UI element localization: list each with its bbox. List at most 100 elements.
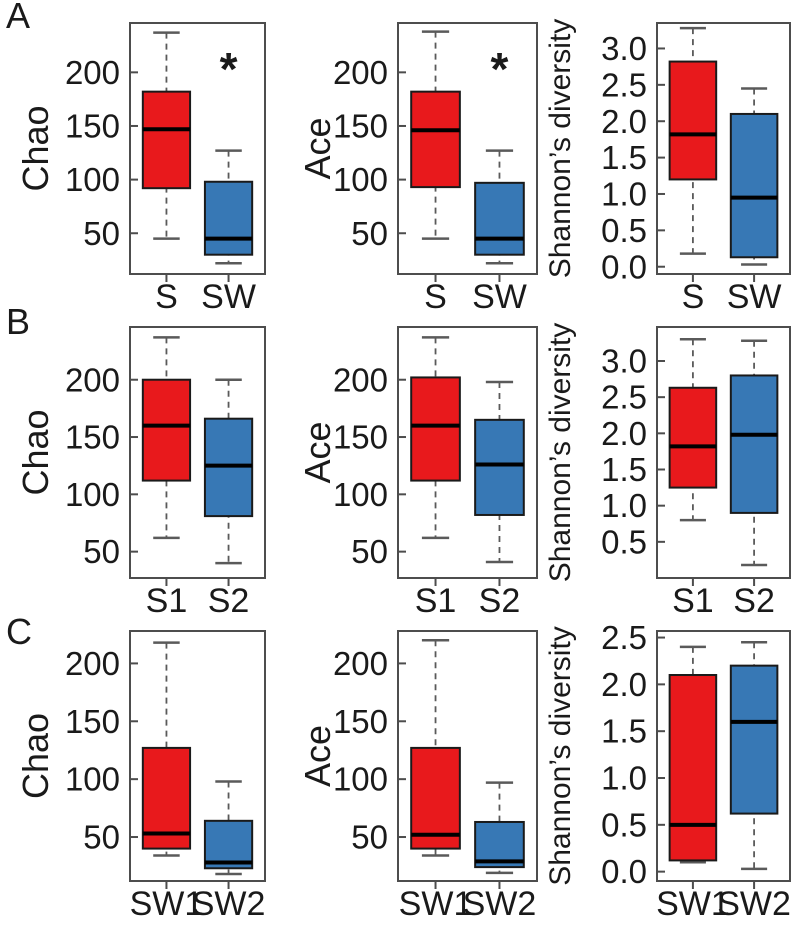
y-tick-label: 200 <box>65 54 120 91</box>
y-tick-label: 100 <box>65 161 120 198</box>
box-s2 <box>729 374 779 514</box>
y-tick-label: 2.5 <box>601 619 647 656</box>
panel-label-a: A <box>6 0 31 36</box>
plot-frame <box>129 326 266 579</box>
y-tick-label: 2.5 <box>601 66 647 103</box>
panel-label-b: B <box>6 301 31 342</box>
box-sw1 <box>668 674 718 862</box>
x-category-label: SW1 <box>130 885 204 923</box>
y-axis-label: Shannon’s diversity <box>544 626 577 886</box>
boxplot-b-ace: 50 100 150 200 Ace S1 S2 <box>297 326 538 615</box>
x-category-label: S1 <box>415 582 457 615</box>
y-axis-label: Chao <box>15 409 56 495</box>
y-tick-label: 100 <box>333 476 388 513</box>
plot-frame <box>656 22 791 275</box>
y-tick-label: 150 <box>65 419 120 456</box>
boxplot-a-ace: 50 100 150 200 Ace S SW * <box>297 22 538 310</box>
y-tick-label: 50 <box>83 215 120 252</box>
plot-frame <box>656 326 791 579</box>
x-category-label: SW <box>201 278 256 310</box>
y-tick-label: 100 <box>65 476 120 513</box>
y-axis-label: Ace <box>297 117 338 179</box>
x-category-label: S2 <box>733 582 775 615</box>
y-tick-label: 0.5 <box>601 806 647 843</box>
y-tick-label: 1.5 <box>601 713 647 750</box>
box-sw2 <box>203 819 254 870</box>
x-category-label: S1 <box>672 582 714 615</box>
box-sw1 <box>410 746 461 850</box>
y-tick-label: 100 <box>333 761 388 798</box>
box-s2 <box>474 418 525 516</box>
box-s1 <box>668 386 718 489</box>
y-tick-label: 1.5 <box>601 139 647 176</box>
y-tick-label: 50 <box>83 819 120 856</box>
y-tick-label: 100 <box>65 761 120 798</box>
y-tick-label: 150 <box>65 703 120 740</box>
y-tick-label: 1.5 <box>601 451 647 488</box>
y-tick-label: 200 <box>65 645 120 682</box>
box-sw <box>729 112 779 259</box>
y-tick-label: 2.0 <box>601 103 647 140</box>
y-tick-label: 0.5 <box>601 212 647 249</box>
x-category-label: S2 <box>479 582 521 615</box>
boxplot-c-shannon: 0.0 0.5 1.0 1.5 2.0 2.5 Shannon’s diversity SW1… <box>544 619 791 923</box>
y-tick-label: 200 <box>65 361 120 398</box>
y-axis-label: Chao <box>15 105 56 191</box>
plot-frame <box>656 630 791 882</box>
y-axis-label: Ace <box>297 421 338 483</box>
box-sw <box>203 180 254 256</box>
plot-frame <box>397 326 538 579</box>
y-tick-label: 1.0 <box>601 487 647 524</box>
box-s1 <box>410 376 461 482</box>
y-tick-label: 150 <box>65 108 120 145</box>
y-tick-label: 50 <box>351 819 388 856</box>
box-s <box>141 90 192 190</box>
y-tick-label: 3.0 <box>601 343 647 380</box>
x-category-label: SW <box>472 278 527 310</box>
y-tick-label: 3.0 <box>601 30 647 67</box>
plot-frame <box>397 22 538 275</box>
boxplot-a-shannon: 0.00.51.01.52.02.53.0 Shannon’s diversity… <box>544 19 791 310</box>
x-category-label: S <box>682 278 705 310</box>
x-category-label: SW1 <box>399 885 473 923</box>
x-category-label: S <box>424 278 447 310</box>
plot-frame <box>129 22 266 275</box>
y-tick-label: 1.0 <box>601 760 647 797</box>
x-category-label: SW2 <box>717 885 791 923</box>
y-tick-label: 2.5 <box>601 379 647 416</box>
x-category-label: SW2 <box>192 885 266 923</box>
y-axis-label: Ace <box>297 725 338 787</box>
boxplot-b-shannon: 0.51.01.52.02.53.0 Shannon’s diversity S1 S… <box>544 323 791 615</box>
x-category-label: SW <box>727 278 782 310</box>
box-sw <box>474 181 525 256</box>
y-tick-label: 0.5 <box>601 523 647 560</box>
plot-frame <box>397 630 538 882</box>
y-tick-label: 150 <box>333 108 388 145</box>
y-tick-label: 2.0 <box>601 666 647 703</box>
y-tick-label: 0.0 <box>601 853 647 890</box>
y-tick-label: 50 <box>83 533 120 570</box>
panel-label-c: C <box>6 611 32 652</box>
plot-frame <box>129 630 266 882</box>
box-s <box>410 90 461 189</box>
y-axis-label: Shannon’s diversity <box>544 19 577 279</box>
y-axis-label: Chao <box>15 713 56 799</box>
y-tick-label: 50 <box>351 215 388 252</box>
x-category-label: SW2 <box>463 885 537 923</box>
y-tick-label: 0.0 <box>601 248 647 285</box>
y-tick-label: 200 <box>333 54 388 91</box>
box-s1 <box>141 378 192 482</box>
y-axis-label: Shannon’s diversity <box>544 323 577 583</box>
y-tick-label: 200 <box>333 361 388 398</box>
y-tick-label: 200 <box>333 645 388 682</box>
box-sw2 <box>729 664 779 815</box>
y-tick-label: 100 <box>333 161 388 198</box>
x-category-label: SW1 <box>656 885 730 923</box>
x-category-label: S <box>155 278 178 310</box>
significance-star: * <box>491 43 509 95</box>
